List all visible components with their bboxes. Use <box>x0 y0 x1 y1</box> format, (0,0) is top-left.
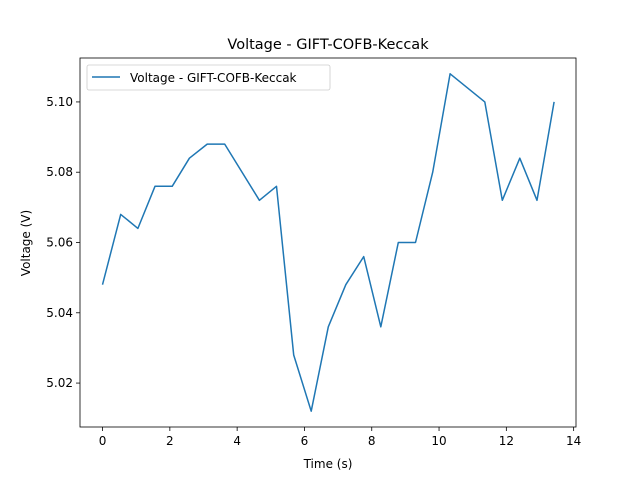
y-axis-ticks: 5.02 5.04 5.06 5.08 5.10 <box>46 95 80 390</box>
y-tick-label: 5.06 <box>46 236 73 250</box>
plot-area <box>80 58 576 427</box>
x-tick-label: 0 <box>99 434 107 448</box>
chart-title: Voltage - GIFT-COFB-Keccak <box>227 37 429 53</box>
x-axis-ticks: 0 2 4 6 8 10 12 14 <box>99 427 581 448</box>
y-tick-label: 5.02 <box>46 376 73 390</box>
y-tick-label: 5.08 <box>46 165 73 179</box>
legend-entry: Voltage - GIFT-COFB-Keccak <box>130 71 297 85</box>
x-tick-label: 12 <box>499 434 514 448</box>
series-line <box>101 73 555 412</box>
x-tick-label: 10 <box>431 434 446 448</box>
x-tick-label: 8 <box>368 434 376 448</box>
legend: Voltage - GIFT-COFB-Keccak <box>86 64 331 91</box>
y-tick-label: 5.10 <box>46 95 73 109</box>
x-tick-label: 2 <box>166 434 174 448</box>
y-axis-label: Voltage (V) <box>19 210 33 276</box>
x-axis-label: Time (s) <box>303 457 353 471</box>
x-tick-label: 4 <box>233 434 241 448</box>
y-tick-label: 5.04 <box>46 306 73 320</box>
x-tick-label: 6 <box>301 434 309 448</box>
plot-frame <box>79 57 577 428</box>
x-tick-label: 14 <box>566 434 581 448</box>
legend-box <box>86 64 331 91</box>
